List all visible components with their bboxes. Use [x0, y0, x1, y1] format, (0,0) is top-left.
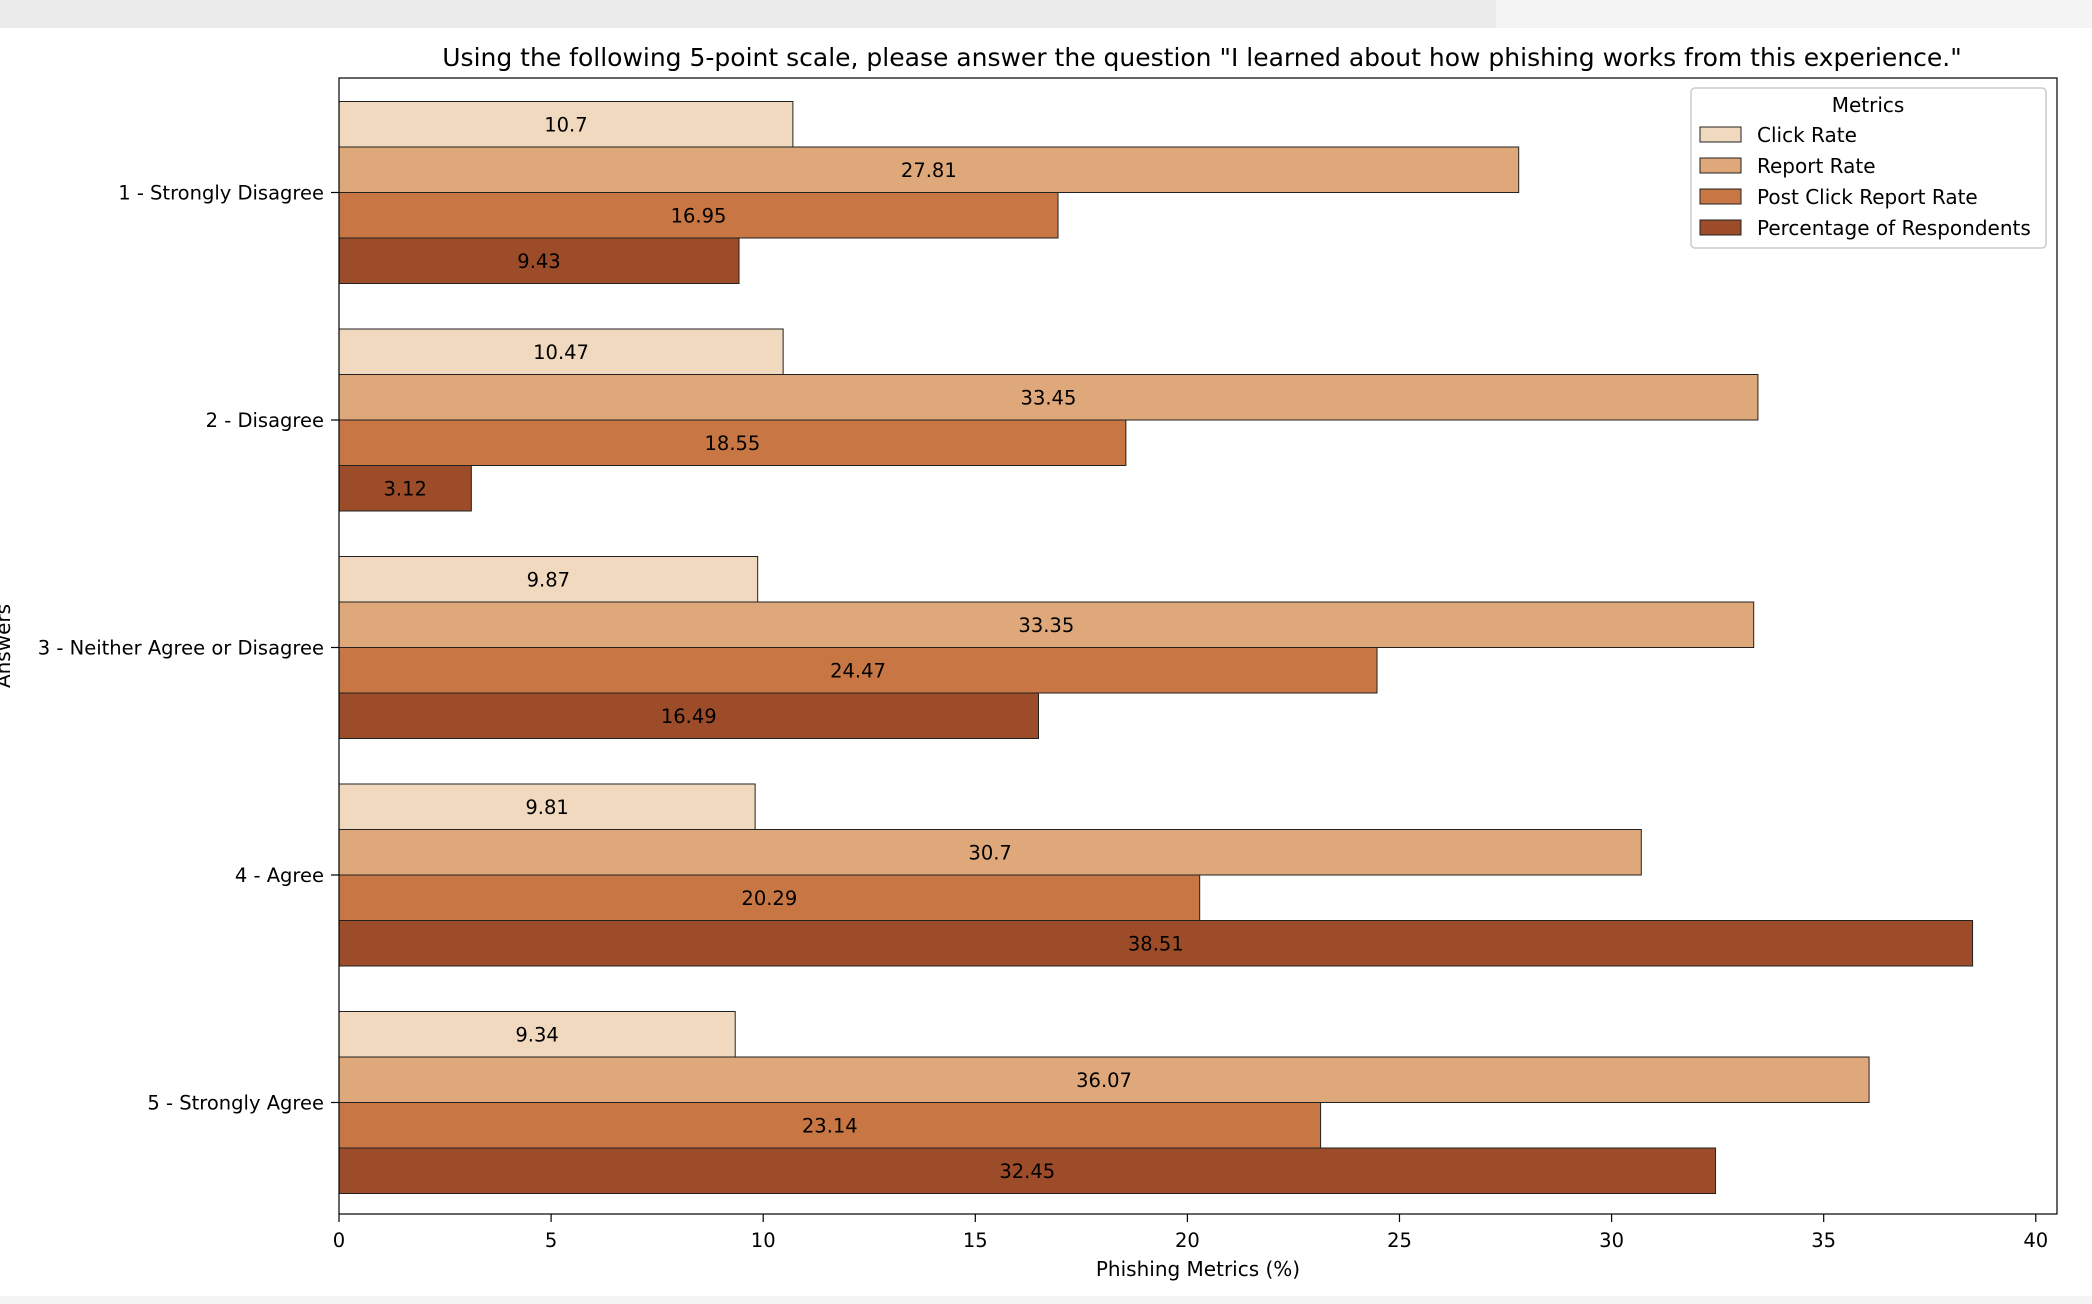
- legend: Metrics Click Rate Report Rate Post Click …: [1690, 87, 2047, 249]
- bar-value-label: 23.14: [802, 1114, 858, 1137]
- bar-value-label: 30.7: [968, 841, 1011, 864]
- chart-title: Using the following 5-point scale, pleas…: [442, 43, 1961, 72]
- bar-labels-layer: 10.7 27.81 16.95 9.43 10.47 33.45 18.55 3.12 9.8…: [383, 113, 1183, 1183]
- x-axis: 0 5 10 15 20 25 30 35 40: [333, 1214, 2048, 1252]
- legend-swatch: [1699, 188, 1742, 205]
- bar: [338, 692, 1040, 739]
- bar-value-label: 9.87: [527, 568, 570, 591]
- bar: [338, 783, 756, 830]
- bar-value-label: 24.47: [830, 659, 886, 682]
- x-tick-label: 35: [1811, 1229, 1836, 1252]
- bar: [338, 601, 1755, 648]
- bar-value-label: 32.45: [999, 1160, 1055, 1183]
- legend-label: Report Rate: [1757, 154, 1876, 178]
- bar-value-label: 16.95: [671, 204, 727, 227]
- bar-value-label: 33.35: [1018, 614, 1074, 637]
- y-tick-label: 2 - Disagree: [206, 409, 324, 432]
- legend-swatch: [1699, 157, 1742, 174]
- bar-value-label: 10.7: [544, 113, 587, 136]
- bar-value-label: 9.81: [525, 796, 568, 819]
- bars-layer: [338, 101, 1974, 1194]
- x-tick-label: 25: [1387, 1229, 1412, 1252]
- y-axis: 1 - Strongly Disagree 2 - Disagree 3 - Nei…: [38, 182, 339, 1115]
- x-tick-label: 20: [1175, 1229, 1200, 1252]
- bar: [338, 419, 1127, 466]
- y-tick-label: 4 - Agree: [235, 864, 324, 887]
- x-axis-title: Phishing Metrics (%): [1096, 1257, 1300, 1281]
- bar-value-label: 36.07: [1076, 1069, 1132, 1092]
- bar: [338, 237, 740, 284]
- x-tick-label: 10: [751, 1229, 776, 1252]
- legend-items: Click Rate Report Rate Post Click Report R…: [1699, 123, 2031, 240]
- y-tick-label: 1 - Strongly Disagree: [118, 182, 324, 205]
- bar-value-label: 20.29: [741, 887, 797, 910]
- bar: [338, 874, 1201, 921]
- x-tick-label: 30: [1599, 1229, 1624, 1252]
- bar: [338, 1102, 1322, 1149]
- bar: [338, 1056, 1870, 1103]
- legend-box: [1690, 87, 2047, 249]
- legend-label: Click Rate: [1757, 123, 1857, 147]
- bar-value-label: 38.51: [1128, 932, 1184, 955]
- legend-title: Metrics: [1832, 93, 1905, 117]
- plot-frame: [338, 77, 2058, 1215]
- bar-value-label: 3.12: [383, 477, 426, 500]
- bar: [338, 101, 794, 148]
- x-tick-label: 5: [545, 1229, 557, 1252]
- legend-swatch: [1699, 219, 1742, 236]
- bar-value-label: 9.43: [517, 250, 560, 273]
- x-tick-label: 0: [333, 1229, 345, 1252]
- bar-value-label: 18.55: [705, 432, 761, 455]
- bar: [338, 829, 1642, 876]
- y-axis-title: Answers: [0, 604, 15, 688]
- x-tick-label: 40: [2023, 1229, 2048, 1252]
- bar: [338, 1147, 1717, 1194]
- bar-value-label: 33.45: [1021, 386, 1077, 409]
- bar: [338, 920, 1974, 967]
- y-tick-label: 3 - Neither Agree or Disagree: [38, 637, 324, 660]
- y-tick-label: 5 - Strongly Agree: [147, 1092, 324, 1115]
- bar-value-label: 9.34: [515, 1023, 558, 1046]
- bar-value-label: 27.81: [901, 159, 957, 182]
- bar: [338, 146, 1520, 193]
- bar: [338, 192, 1059, 239]
- top-strip: [0, 0, 1496, 28]
- legend-swatch: [1699, 126, 1742, 143]
- bar-value-label: 10.47: [533, 341, 589, 364]
- x-tick-label: 15: [963, 1229, 988, 1252]
- bar-value-label: 16.49: [661, 705, 717, 728]
- bar: [338, 1011, 736, 1058]
- legend-label: Percentage of Respondents: [1757, 216, 2031, 240]
- legend-label: Post Click Report Rate: [1757, 185, 1978, 209]
